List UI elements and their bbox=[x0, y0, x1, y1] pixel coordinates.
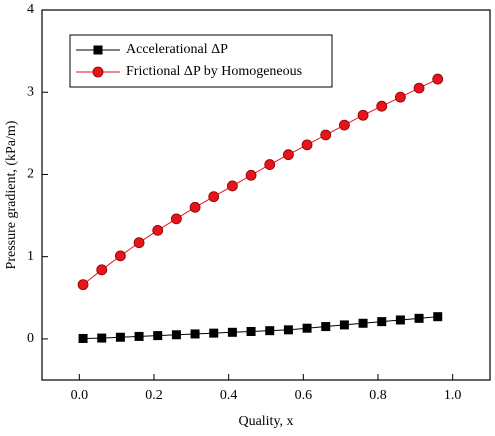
marker bbox=[152, 224, 164, 236]
marker bbox=[264, 159, 276, 170]
marker bbox=[246, 326, 256, 336]
marker bbox=[209, 328, 219, 338]
marker bbox=[208, 191, 220, 203]
marker bbox=[321, 322, 331, 332]
marker bbox=[414, 313, 424, 323]
marker bbox=[133, 237, 145, 249]
marker bbox=[282, 149, 294, 161]
y-tick-label: 1 bbox=[27, 249, 34, 264]
x-tick-label: 1.0 bbox=[444, 388, 462, 403]
marker bbox=[115, 332, 125, 342]
marker bbox=[395, 315, 405, 325]
marker bbox=[226, 180, 238, 192]
x-axis-label: Quality, x bbox=[238, 414, 293, 429]
marker bbox=[171, 330, 181, 340]
marker bbox=[301, 139, 313, 151]
marker bbox=[339, 320, 349, 330]
marker bbox=[283, 325, 293, 335]
marker bbox=[265, 326, 275, 336]
marker bbox=[245, 169, 257, 181]
y-tick-label: 2 bbox=[27, 167, 34, 182]
marker bbox=[93, 45, 103, 55]
marker bbox=[432, 73, 444, 85]
marker bbox=[78, 333, 88, 343]
marker bbox=[302, 323, 312, 333]
marker bbox=[433, 312, 443, 322]
marker bbox=[77, 279, 89, 291]
marker bbox=[376, 100, 388, 112]
marker bbox=[115, 250, 126, 262]
marker bbox=[153, 331, 163, 341]
x-tick-label: 0.4 bbox=[220, 388, 238, 403]
x-tick-label: 0.6 bbox=[295, 388, 313, 403]
marker bbox=[320, 129, 332, 141]
x-tick-label: 0.8 bbox=[369, 388, 387, 403]
marker bbox=[358, 318, 368, 328]
y-tick-label: 3 bbox=[27, 84, 34, 99]
marker bbox=[413, 82, 425, 94]
x-tick-label: 0.0 bbox=[71, 388, 89, 403]
marker bbox=[134, 331, 144, 341]
legend-label: Accelerational ΔP bbox=[126, 42, 228, 57]
marker bbox=[338, 119, 350, 131]
marker bbox=[227, 327, 237, 337]
marker bbox=[357, 109, 369, 121]
marker bbox=[170, 213, 182, 225]
marker bbox=[96, 264, 108, 276]
marker bbox=[92, 66, 104, 78]
x-tick-label: 0.2 bbox=[145, 388, 163, 403]
y-tick-label: 0 bbox=[27, 331, 34, 346]
y-tick-label: 4 bbox=[27, 2, 34, 17]
legend-box bbox=[69, 34, 333, 88]
marker bbox=[190, 329, 200, 339]
legend-label: Frictional ΔP by Homogeneous bbox=[126, 64, 302, 79]
marker bbox=[189, 201, 201, 213]
y-axis-label: Pressure gradient, (kPa/m) bbox=[4, 120, 19, 269]
plot-frame bbox=[41, 9, 491, 381]
marker bbox=[377, 317, 387, 327]
marker bbox=[97, 333, 107, 343]
marker bbox=[394, 91, 406, 103]
